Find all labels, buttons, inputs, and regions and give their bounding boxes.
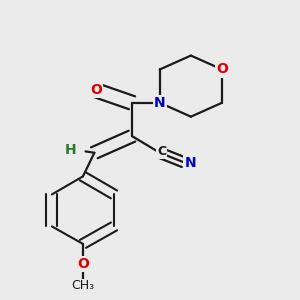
Text: O: O xyxy=(77,257,89,271)
Text: H: H xyxy=(65,143,76,157)
Text: N: N xyxy=(184,156,196,170)
Text: N: N xyxy=(154,96,166,110)
Text: O: O xyxy=(216,62,228,76)
Text: O: O xyxy=(90,83,102,97)
Text: C: C xyxy=(157,145,166,158)
Text: CH₃: CH₃ xyxy=(71,279,94,292)
